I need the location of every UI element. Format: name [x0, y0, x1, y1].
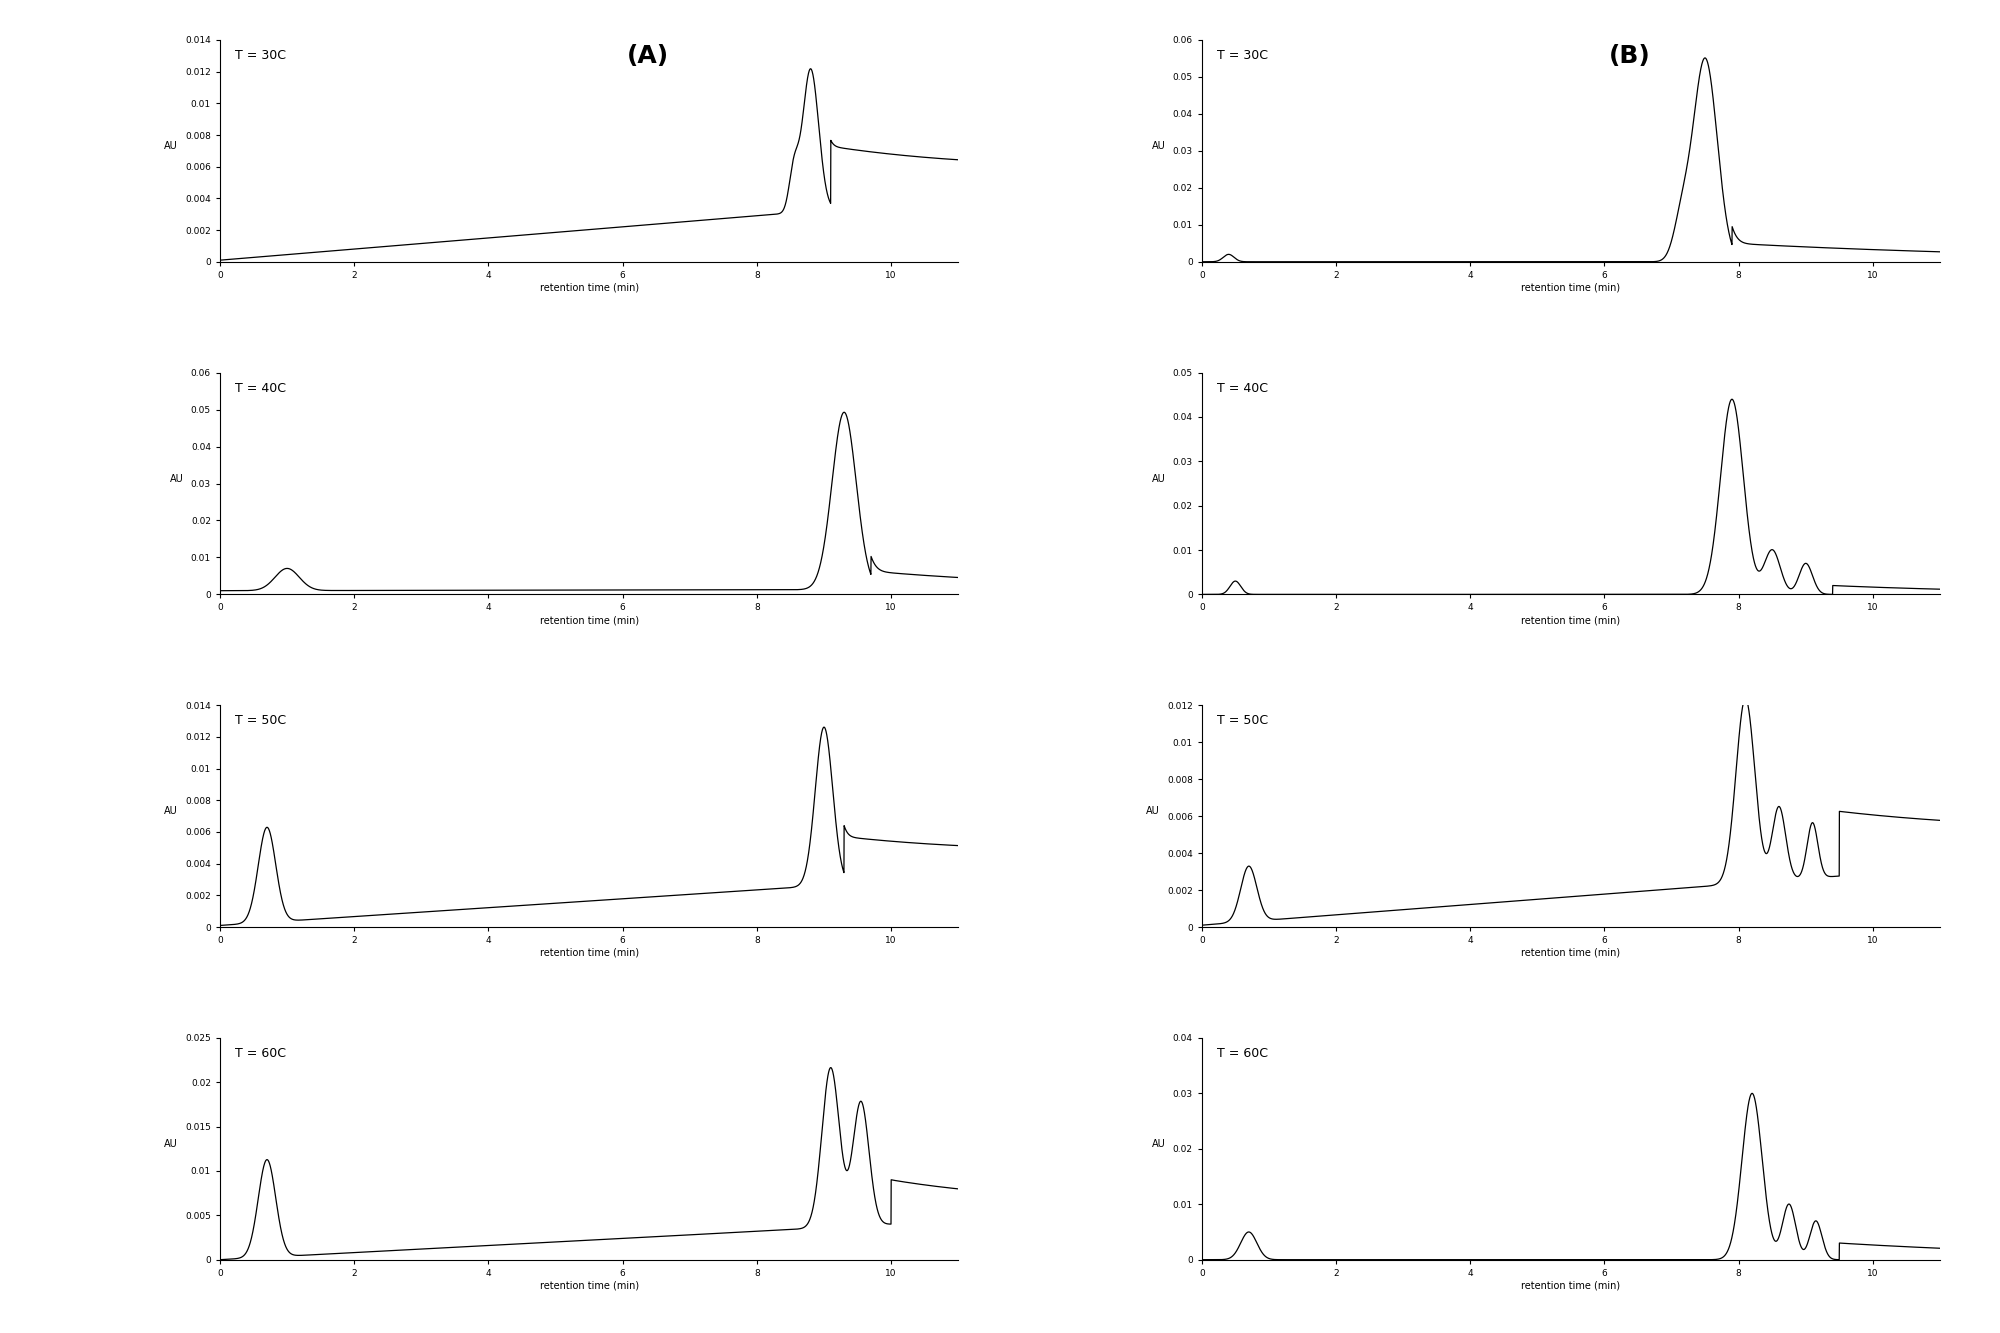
X-axis label: retention time (min): retention time (min) — [540, 283, 638, 292]
Text: T = 30C: T = 30C — [234, 49, 286, 61]
Text: T = 40C: T = 40C — [1216, 381, 1268, 395]
Text: (A): (A) — [628, 44, 670, 68]
Text: T = 60C: T = 60C — [1216, 1046, 1268, 1060]
Y-axis label: AU: AU — [1152, 141, 1166, 151]
Y-axis label: AU: AU — [1152, 473, 1166, 484]
Y-axis label: AU: AU — [164, 141, 178, 151]
X-axis label: retention time (min): retention time (min) — [540, 948, 638, 958]
Text: T = 50C: T = 50C — [234, 714, 286, 726]
Y-axis label: AU: AU — [164, 1138, 178, 1149]
Text: T = 50C: T = 50C — [1216, 714, 1268, 726]
Y-axis label: AU: AU — [1146, 806, 1160, 816]
Text: T = 60C: T = 60C — [234, 1046, 286, 1060]
Text: T = 30C: T = 30C — [1216, 49, 1268, 61]
X-axis label: retention time (min): retention time (min) — [1522, 948, 1620, 958]
Y-axis label: AU: AU — [1152, 1138, 1166, 1149]
X-axis label: retention time (min): retention time (min) — [540, 616, 638, 625]
Y-axis label: AU: AU — [164, 806, 178, 816]
Text: (B): (B) — [1610, 44, 1650, 68]
X-axis label: retention time (min): retention time (min) — [1522, 283, 1620, 292]
X-axis label: retention time (min): retention time (min) — [540, 1281, 638, 1290]
X-axis label: retention time (min): retention time (min) — [1522, 616, 1620, 625]
X-axis label: retention time (min): retention time (min) — [1522, 1281, 1620, 1290]
Text: T = 40C: T = 40C — [234, 381, 286, 395]
Y-axis label: AU: AU — [170, 473, 184, 484]
